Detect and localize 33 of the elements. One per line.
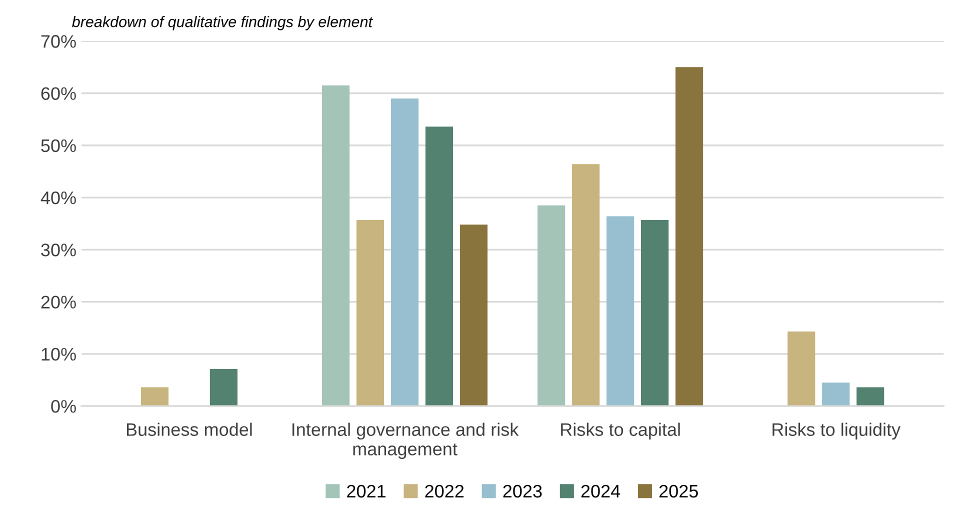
bar (356, 220, 384, 406)
bar (788, 332, 816, 406)
y-tick-label: 40% (40, 191, 76, 204)
bar (322, 85, 350, 406)
y-tick-label: 50% (41, 139, 76, 152)
legend-label: 2024 (581, 484, 620, 498)
legend-label: 2021 (347, 484, 386, 498)
legend-label: 2025 (659, 484, 698, 498)
bar (606, 216, 634, 406)
bar (822, 382, 850, 406)
bar (460, 224, 488, 406)
y-tick-label: 0% (51, 400, 76, 413)
bar (210, 369, 238, 406)
bar (641, 220, 669, 406)
bar (538, 205, 566, 406)
y-tick-label: 30% (41, 244, 76, 256)
x-tick-label: Internal governance and risk management (292, 422, 519, 460)
y-tick-label: 70% (41, 35, 76, 48)
y-tick-label: 20% (41, 296, 76, 309)
y-tick-label: 60% (41, 87, 76, 100)
x-tick-label: Business model (126, 422, 252, 436)
bar (675, 67, 704, 406)
x-tick-label: Risks to capital (561, 422, 680, 440)
y-tick-label: 10% (42, 348, 76, 361)
legend-label: 2023 (503, 484, 542, 498)
bar (856, 387, 884, 406)
chart-title: breakdown of qualitative findings by element (72, 16, 374, 30)
bar (572, 164, 600, 406)
bar (425, 126, 454, 406)
bar (140, 387, 169, 406)
x-tick-label: Risks to liquidity (772, 422, 901, 440)
legend-label: 2022 (425, 484, 464, 498)
bar (390, 98, 419, 406)
